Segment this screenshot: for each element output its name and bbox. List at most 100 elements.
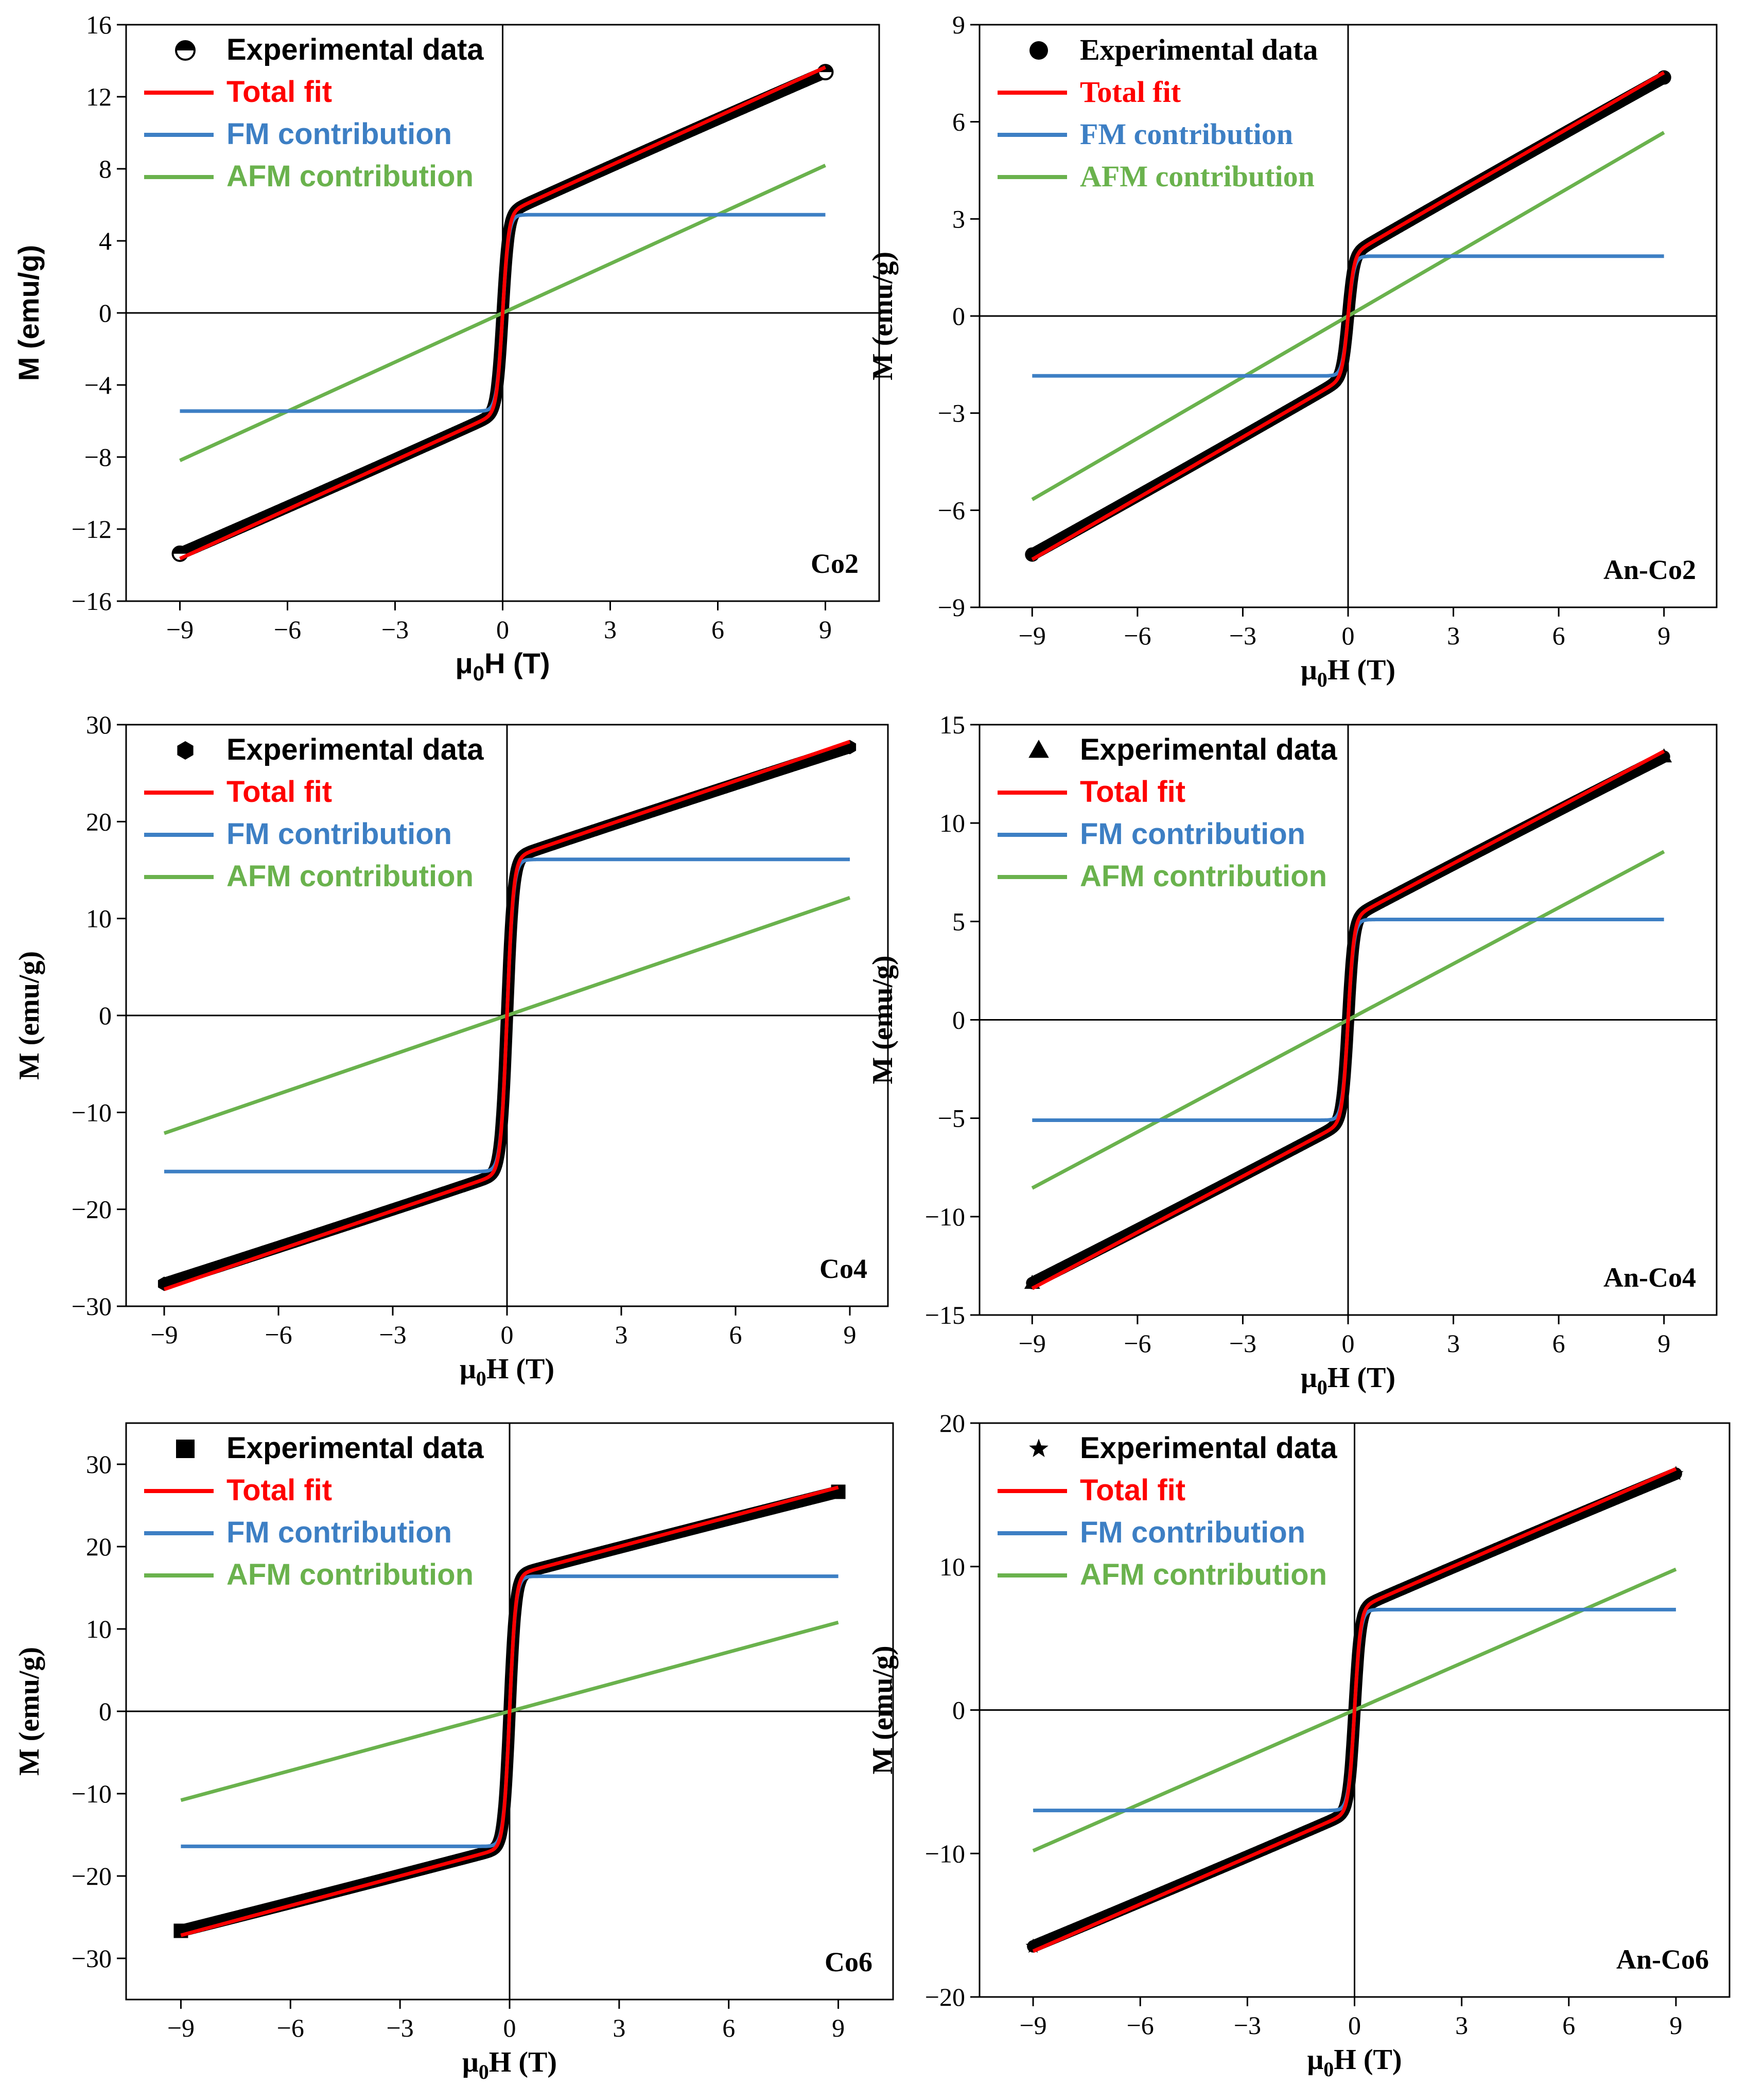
x-axis-label: μ0H (T) [1301,654,1395,691]
x-axis-label: μ0H (T) [1301,1362,1395,1399]
x-tick-label: 3 [1447,1329,1460,1358]
x-tick-label: 6 [729,1320,742,1349]
x-tick-label: 6 [711,615,724,644]
x-tick-label: −3 [1234,2011,1261,2040]
y-tick-label: 10 [939,809,965,837]
x-tick-label: 0 [1342,1329,1355,1358]
y-tick-label: 8 [99,154,112,183]
y-tick-label: −30 [72,1944,112,1973]
y-tick-label: 30 [86,710,112,739]
legend-afm-label: AFM contribution [1080,860,1327,893]
y-tick-label: −10 [925,1202,965,1231]
x-tick-label: 0 [501,1320,514,1349]
y-tick-label: 0 [952,1696,965,1725]
legend-marker-icon [1029,41,1048,60]
legend-experimental-label: Experimental data [226,33,484,66]
y-tick-label: −8 [84,443,112,471]
y-tick-label: −30 [72,1292,112,1321]
legend-marker-icon [175,40,196,61]
y-tick-label: 0 [952,1006,965,1035]
x-tick-label: 9 [1657,1329,1670,1358]
x-tick-label: −9 [166,615,194,644]
y-tick-label: 20 [939,1409,965,1438]
sample-label: Co6 [825,1947,872,1977]
panel-an-co2: −9 −6 −3 0 3 6 9 9 6 3 0 −3 −6 −9 μ0H (T) M (emu/g) Expe… [867,10,1718,691]
x-tick-label: −9 [150,1320,178,1349]
legend-marker-icon [1029,1439,1049,1457]
x-tick-label: 0 [503,2013,516,2042]
legend-fm-label: FM contribution [226,1516,452,1549]
legend-total-fit-label: Total fit [1080,1474,1185,1507]
y-tick-label: −20 [72,1862,112,1890]
x-tick-label: −3 [381,615,409,644]
y-tick-label: −5 [938,1104,965,1133]
y-tick-label: −10 [72,1779,112,1808]
y-tick-label: −10 [72,1098,112,1127]
x-tick-label: −6 [277,2013,304,2042]
x-tick-label: 3 [604,615,617,644]
y-tick-label: 30 [86,1450,112,1479]
legend-afm-label: AFM contribution [226,860,474,893]
sample-label: Co2 [811,548,859,579]
y-tick-label: 3 [952,204,965,233]
y-tick-label: 9 [952,10,965,39]
y-tick-label: 0 [99,1697,112,1726]
y-tick-label: 6 [952,108,965,136]
y-tick-label: 20 [86,1532,112,1561]
x-tick-label: 6 [1552,621,1565,650]
legend-marker-icon [1028,740,1049,758]
x-tick-label: 3 [613,2013,625,2042]
y-tick-label: 16 [86,10,112,39]
x-tick-label: −9 [1019,621,1046,650]
legend-afm-label: AFM contribution [1080,1558,1327,1591]
legend-fm-label: FM contribution [226,117,452,151]
legend-experimental-label: Experimental data [1080,33,1318,66]
total-fit-curve [1031,71,1665,561]
x-tick-label: 6 [1552,1329,1565,1358]
x-tick-label: −6 [1127,2011,1154,2040]
total-fit-curve [164,740,850,1291]
y-tick-label: 10 [86,1615,112,1643]
sample-label: Co4 [819,1253,867,1284]
y-tick-label: 10 [939,1552,965,1581]
x-tick-label: 0 [496,615,509,644]
sample-label: An-Co2 [1603,554,1696,585]
x-axis-label: μ0H (T) [1307,2044,1402,2081]
x-tick-label: −3 [387,2013,414,2042]
legend-fm-label: FM contribution [1080,1516,1305,1549]
legend-fm-label: FM contribution [1080,817,1305,851]
legend: Experimental data Total fit FM contributio… [144,1431,484,1591]
y-tick-label: −9 [938,593,965,622]
total-fit-curve [180,1485,839,1937]
total-fit-curve [1032,1467,1677,1953]
legend: Experimental data Total fit FM contributio… [998,1431,1337,1591]
x-tick-label: 6 [722,2013,735,2042]
x-tick-label: −3 [1229,1329,1256,1358]
x-tick-label: −6 [1124,621,1151,650]
x-tick-label: −9 [167,2013,195,2042]
x-tick-label: 9 [832,2013,845,2042]
x-tick-label: −9 [1019,2011,1046,2040]
panel-co2: −9 −6 −3 0 3 6 9 16 12 8 4 0 −4 −8 −12 −16 μ0H (T) M (emu… [12,10,880,685]
experimental-marker-end [1668,1465,1684,1480]
legend-experimental-label: Experimental data [1080,1431,1337,1465]
legend-afm-label: AFM contribution [226,1558,474,1591]
legend-experimental-label: Experimental data [226,733,484,766]
x-tick-label: 0 [1342,621,1355,650]
legend: Experimental data Total fit FM contributio… [144,33,484,193]
experimental-marker-start [171,545,188,562]
x-tick-label: 3 [615,1320,628,1349]
y-tick-label: −20 [925,1983,965,2011]
experimental-marker-end [831,1484,846,1499]
x-tick-label: −3 [1229,621,1256,650]
y-tick-label: 15 [939,710,965,739]
y-tick-label: −6 [938,496,965,524]
y-axis-label: M (emu/g) [13,1647,45,1776]
y-tick-label: 0 [99,299,112,327]
x-tick-label: −6 [1124,1329,1151,1358]
experimental-marker-start [1025,1938,1041,1953]
legend-experimental-label: Experimental data [1080,733,1337,766]
legend-total-fit-label: Total fit [226,75,332,109]
legend-total-fit-label: Total fit [226,775,332,809]
